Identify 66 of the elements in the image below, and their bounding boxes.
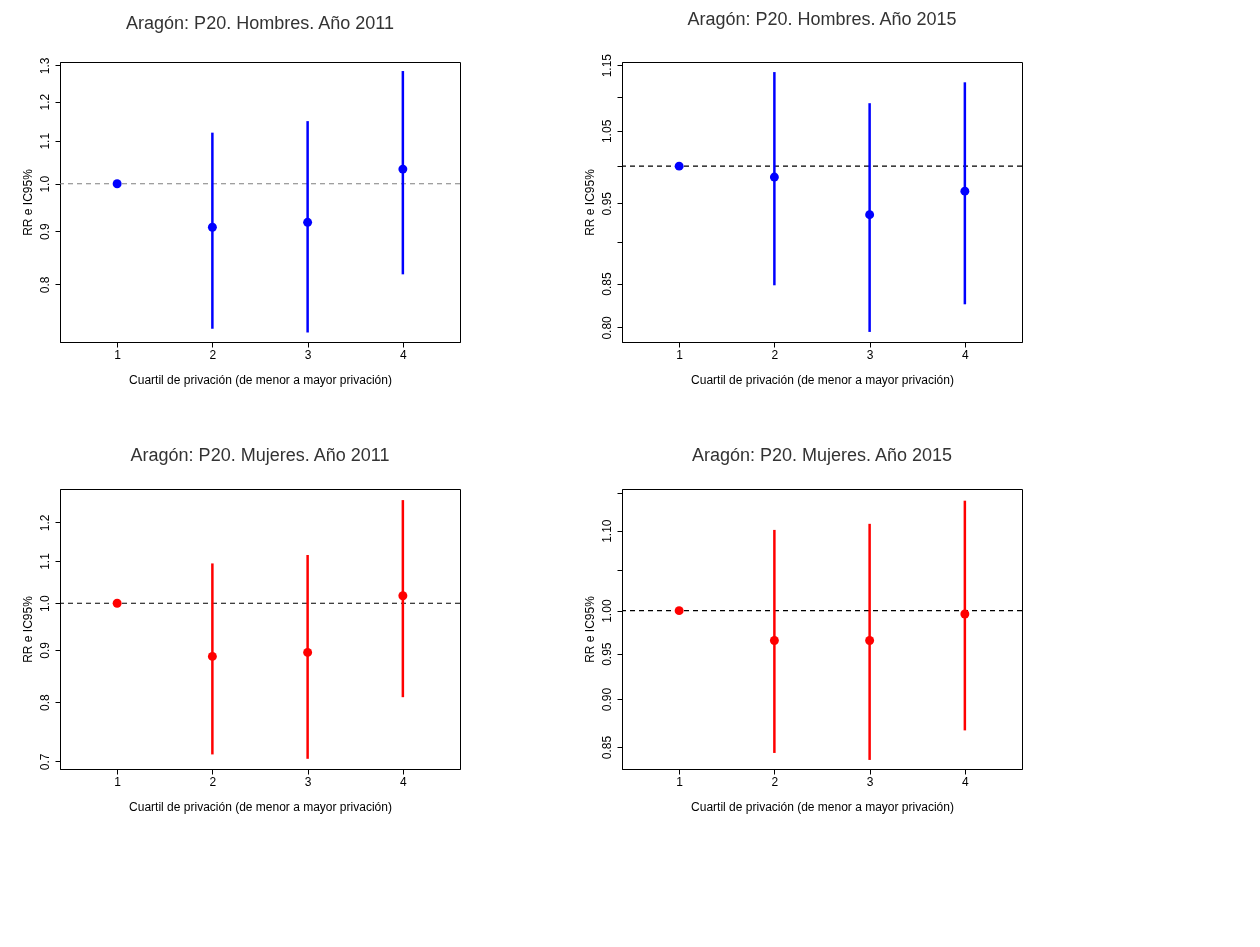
y-tick-label: 0.80 xyxy=(599,315,614,340)
point xyxy=(960,609,970,619)
x-tick-label: 4 xyxy=(400,774,408,789)
x-tick-label: 3 xyxy=(866,347,874,362)
y-tick-label: 0.8 xyxy=(37,693,52,711)
x-axis-title: Cuartil de privación (de menor a mayor privación) xyxy=(691,372,954,387)
y-tick-label: 0.9 xyxy=(37,223,52,241)
y-tick-label: 1.2 xyxy=(37,93,52,111)
point xyxy=(303,647,313,657)
point xyxy=(112,179,122,189)
y-tick-label: 1.0 xyxy=(37,595,52,613)
point xyxy=(112,598,122,608)
y-tick-label: 1.05 xyxy=(599,119,614,144)
point xyxy=(865,636,875,645)
y-tick-label: 0.8 xyxy=(37,276,52,294)
y-axis-title: RR e IC95% xyxy=(582,595,597,663)
x-tick-label: 3 xyxy=(304,774,312,789)
x-tick-label: 2 xyxy=(771,347,779,362)
point xyxy=(398,164,408,174)
x-tick-label: 1 xyxy=(114,347,122,362)
x-tick-label: 3 xyxy=(866,774,874,789)
x-tick-label: 1 xyxy=(676,774,684,789)
point xyxy=(207,651,217,661)
y-tick-label: 0.9 xyxy=(37,641,52,659)
y-axis-title: RR e IC95% xyxy=(582,168,597,236)
y-axis-title: RR e IC95% xyxy=(20,595,35,663)
x-tick-label: 1 xyxy=(676,347,684,362)
x-tick-label: 2 xyxy=(771,774,779,789)
y-tick-label: 0.90 xyxy=(599,687,614,712)
point xyxy=(303,217,313,227)
y-tick-label: 0.95 xyxy=(599,191,614,216)
y-tick-label: 0.85 xyxy=(599,272,614,296)
chart-title: Aragón: P20. Hombres. Año 2011 xyxy=(126,13,394,34)
y-tick-label: 0.7 xyxy=(37,753,52,771)
x-tick-label: 1 xyxy=(114,774,122,789)
point xyxy=(674,161,684,171)
x-axis-title: Cuartil de privación (de menor a mayor privación) xyxy=(691,799,954,814)
point xyxy=(769,636,779,645)
y-tick-label: 1.2 xyxy=(37,514,52,532)
point xyxy=(960,186,970,196)
y-tick-label: 0.85 xyxy=(599,735,614,760)
x-axis-title: Cuartil de privación (de menor a mayor privación) xyxy=(129,372,392,387)
chart-title: Aragón: P20. Mujeres. Año 2011 xyxy=(130,445,390,465)
x-tick-label: 4 xyxy=(962,774,970,789)
y-tick-label: 1.0 xyxy=(37,175,52,193)
x-axis-title: Cuartil de privación (de menor a mayor privación) xyxy=(129,799,392,814)
point xyxy=(398,591,408,601)
x-tick-label: 2 xyxy=(209,774,217,789)
point xyxy=(769,172,779,182)
y-tick-label: 1.00 xyxy=(599,599,614,623)
y-tick-label: 1.3 xyxy=(37,57,52,75)
x-tick-label: 3 xyxy=(304,347,312,362)
y-tick-label: 1.15 xyxy=(599,53,614,78)
x-tick-label: 2 xyxy=(209,347,217,362)
x-tick-label: 4 xyxy=(400,347,408,362)
y-tick-label: 0.95 xyxy=(599,642,614,666)
chart-title: Aragón: P20. Hombres. Año 2015 xyxy=(687,9,957,30)
x-tick-label: 4 xyxy=(962,347,970,362)
y-tick-label: 1.1 xyxy=(37,552,52,570)
point xyxy=(207,222,217,232)
y-tick-label: 1.1 xyxy=(37,132,52,150)
y-axis-title: RR e IC95% xyxy=(20,168,35,236)
y-tick-label: 1.10 xyxy=(599,519,614,543)
point xyxy=(674,606,684,616)
chart-title: Aragón: P20. Mujeres. Año 2015 xyxy=(691,445,953,465)
point xyxy=(865,210,875,220)
